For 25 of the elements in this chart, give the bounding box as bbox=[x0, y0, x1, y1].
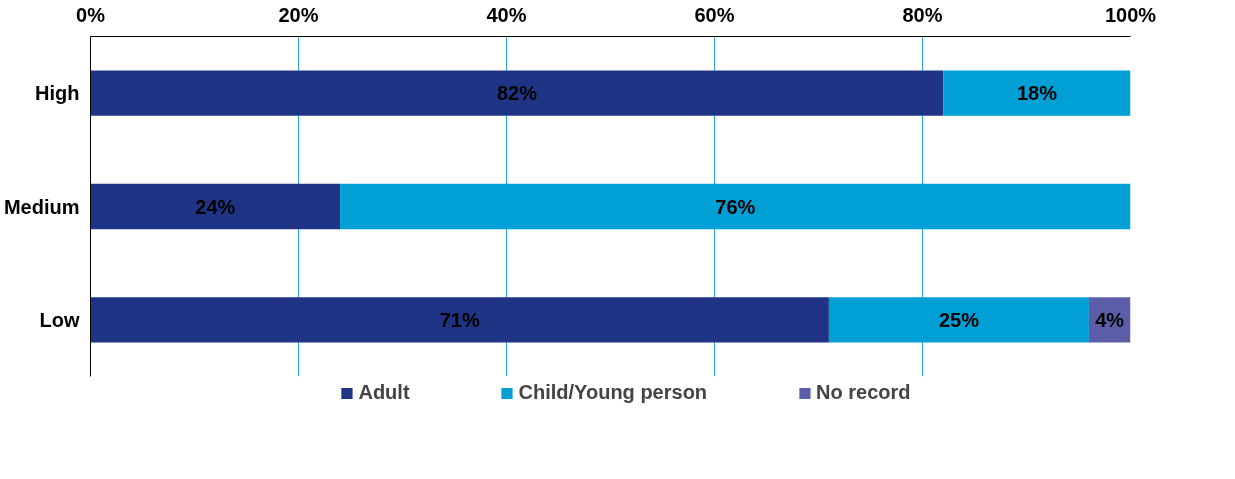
legend-label: Child/Young person bbox=[518, 381, 708, 404]
text: 24% bbox=[195, 195, 236, 218]
y-tick-label: High bbox=[35, 82, 80, 105]
bar bbox=[828, 297, 1089, 343]
legend-label: Adult bbox=[358, 381, 410, 404]
bar bbox=[90, 70, 944, 116]
text: 18% bbox=[1016, 82, 1057, 105]
bar bbox=[340, 183, 1131, 230]
x-tick-label: 60% bbox=[694, 3, 735, 26]
bar bbox=[90, 183, 341, 230]
x-tick-label: 0% bbox=[76, 3, 106, 26]
x-tick-label: 40% bbox=[486, 3, 527, 26]
x-tick-label: 80% bbox=[902, 3, 943, 26]
x-tick-label: 20% bbox=[278, 3, 319, 26]
text: 4% bbox=[1095, 308, 1125, 331]
text: 71% bbox=[439, 308, 480, 331]
legend-label: No record bbox=[816, 381, 911, 404]
bar bbox=[90, 297, 829, 343]
text: 25% bbox=[938, 308, 979, 331]
y-tick-label: Low bbox=[39, 308, 80, 331]
text: 76% bbox=[715, 195, 756, 218]
y-tick-label: Medium bbox=[3, 195, 80, 218]
bar bbox=[943, 70, 1131, 116]
text: 82% bbox=[496, 82, 537, 105]
x-tick-label: 100% bbox=[1104, 3, 1157, 26]
